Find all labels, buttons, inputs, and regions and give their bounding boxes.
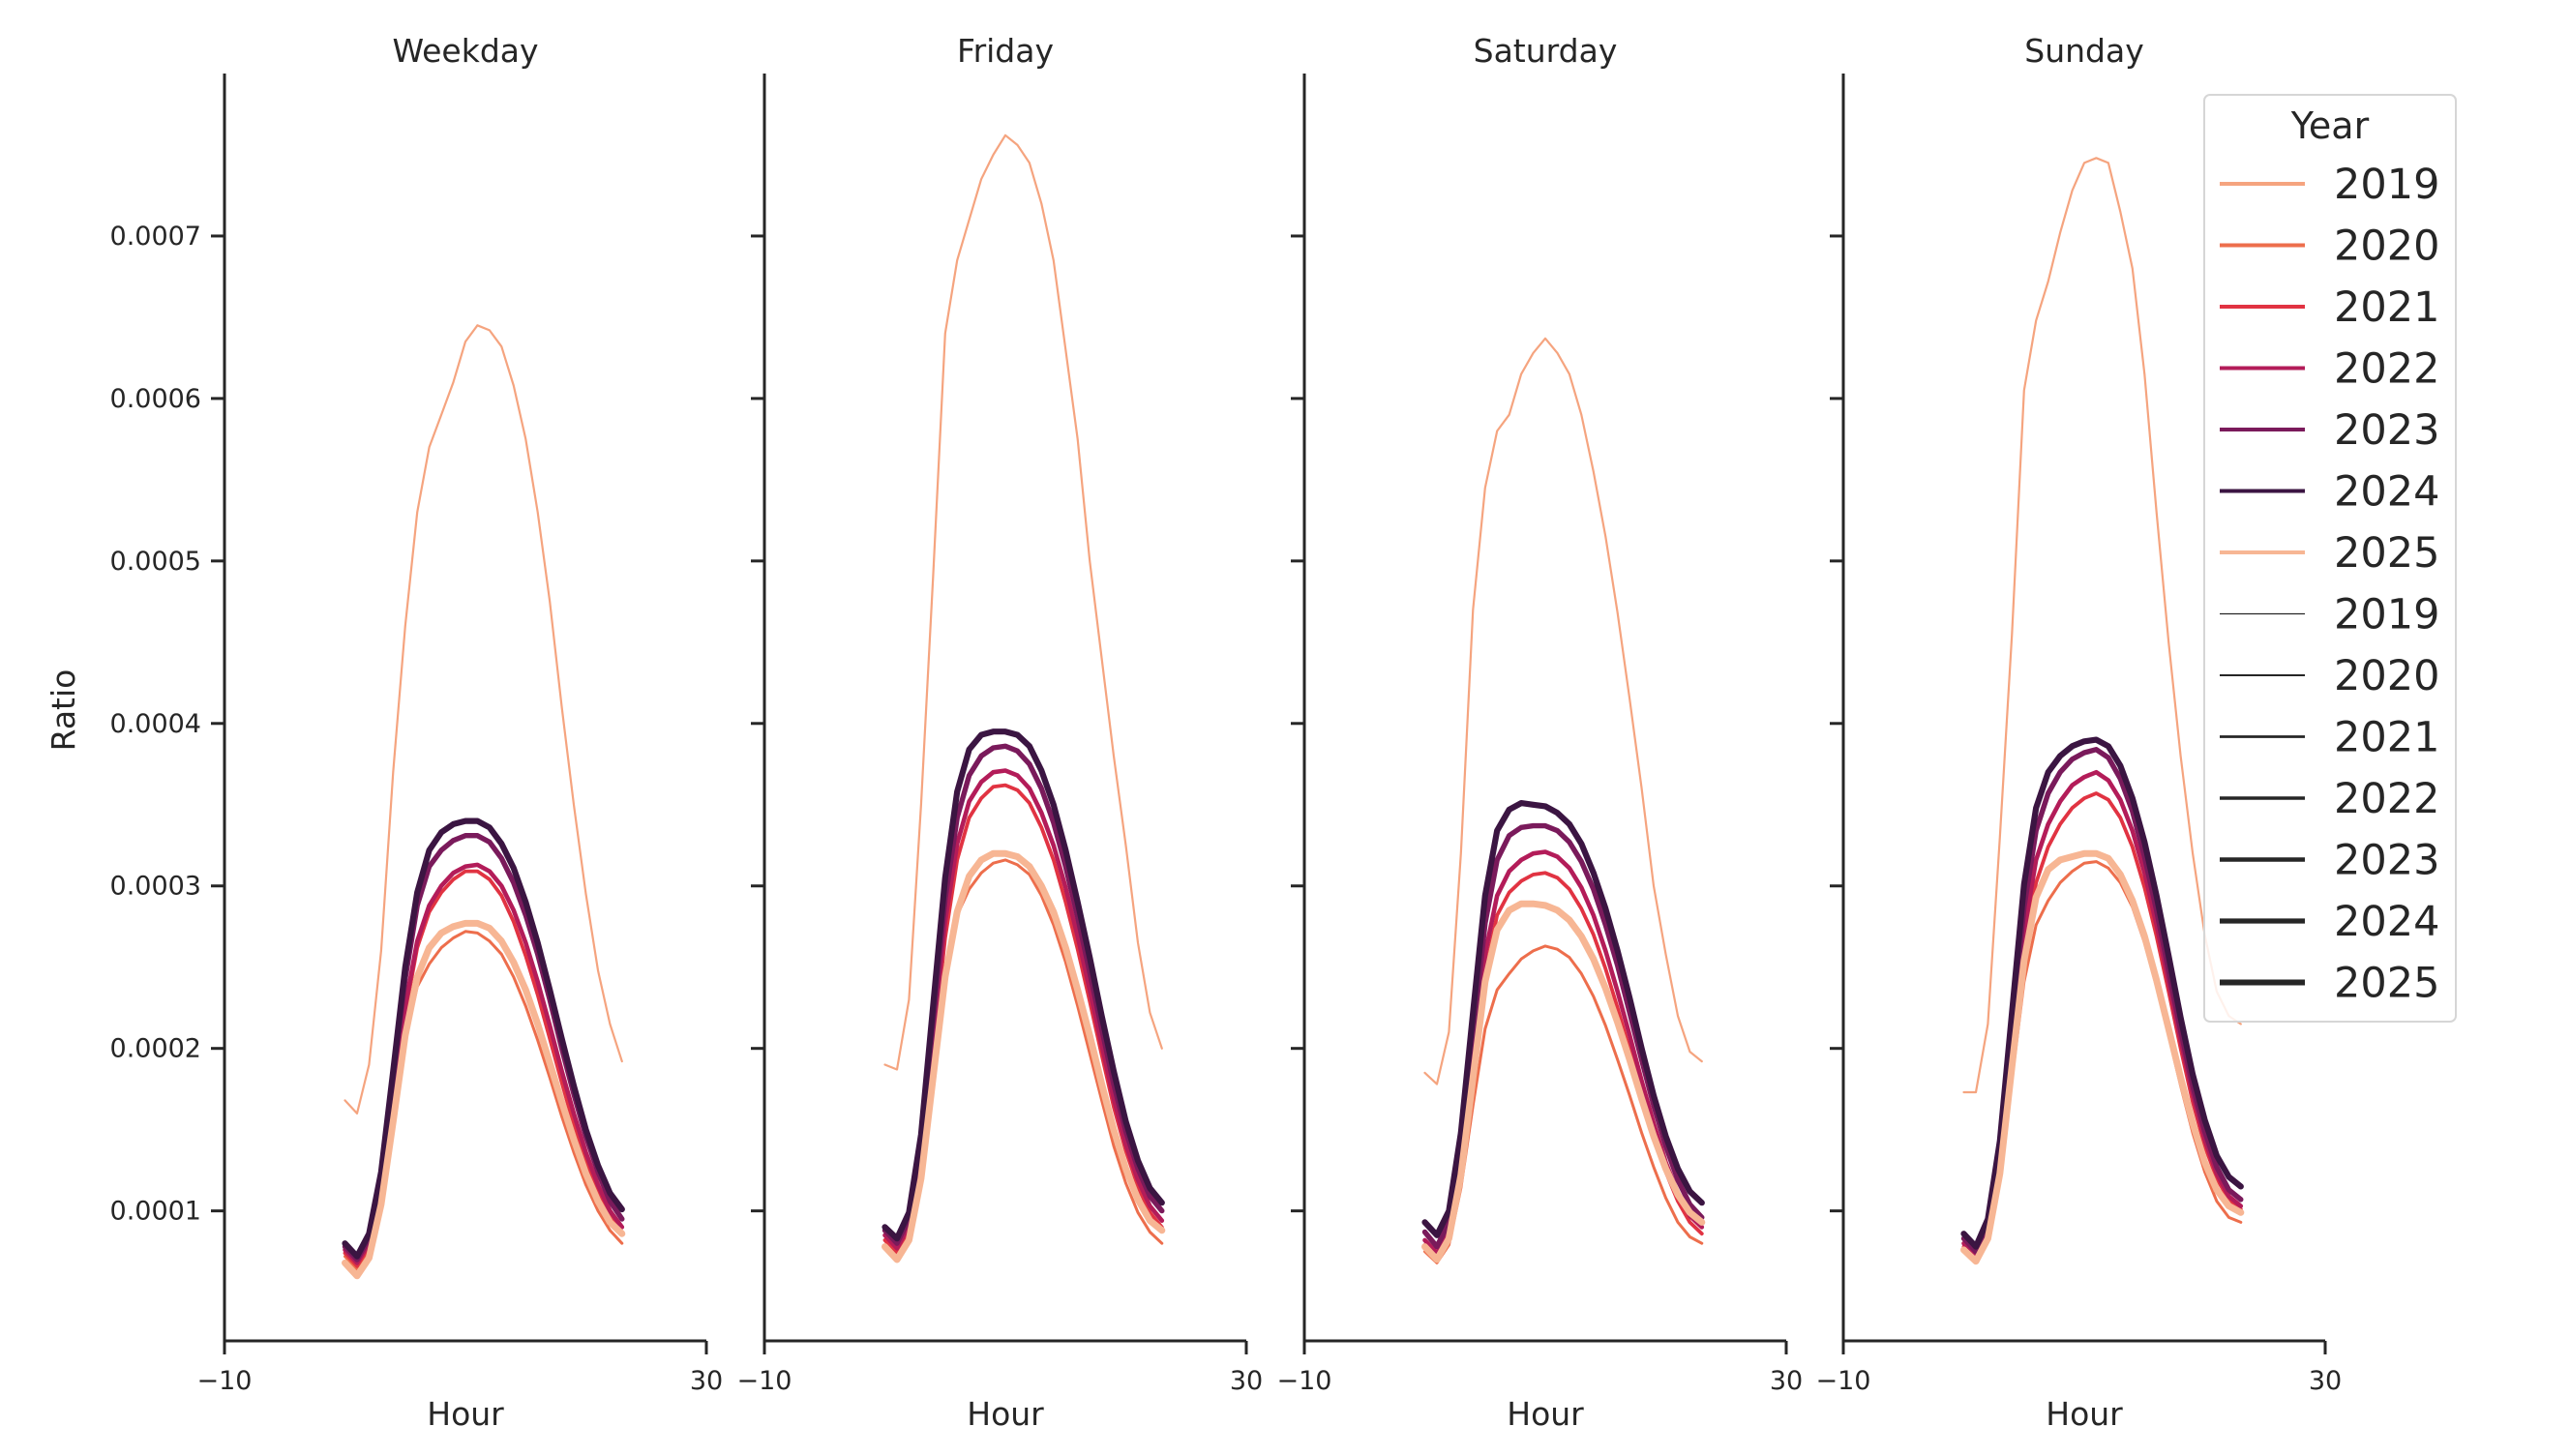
y-tick-label: 0.0006 — [110, 384, 201, 414]
series-line-2024 — [1421, 799, 1705, 1238]
legend-title: Year — [2290, 104, 2370, 147]
x-tick-label: −10 — [1277, 1366, 1332, 1396]
legend-label: 2023 — [2334, 837, 2439, 885]
panel-title: Weekday — [392, 32, 538, 70]
x-axis-label: Hour — [427, 1395, 504, 1433]
legend-frame — [2203, 94, 2457, 1023]
x-tick-label: 30 — [1770, 1366, 1803, 1396]
series-line-2025 — [882, 849, 1166, 1263]
series-line-2025 — [1960, 849, 2245, 1265]
series-line-2024 — [1960, 736, 2244, 1250]
y-tick-label: 0.0003 — [110, 872, 201, 902]
x-tick-label: 30 — [2309, 1366, 2342, 1396]
y-tick-label: 0.0004 — [110, 709, 201, 739]
legend-label: 2025 — [2334, 529, 2439, 578]
legend-label: 2025 — [2334, 960, 2439, 1008]
legend-label: 2020 — [2334, 223, 2439, 271]
legend-label: 2019 — [2334, 161, 2439, 209]
legend-label: 2022 — [2334, 345, 2439, 394]
legend-label: 2021 — [2334, 714, 2439, 762]
panel-title: Sunday — [2024, 32, 2143, 70]
series-line-2019 — [1423, 337, 1703, 1085]
panel-weekday: Weekday 0.0001 0.0002 0.0003 0.0004 0.0005 0.0… — [110, 32, 724, 1433]
panel-title: Saturday — [1474, 32, 1618, 70]
panel-title: Friday — [957, 32, 1054, 70]
y-tick-label: 0.0007 — [110, 222, 201, 252]
x-tick-label: −10 — [1816, 1366, 1871, 1396]
series-line-2019 — [1962, 157, 2242, 1094]
series-line-2019 — [344, 324, 623, 1115]
y-tick-label: 0.0001 — [110, 1197, 201, 1227]
series-line-2019 — [883, 134, 1163, 1071]
legend: Year 2019 2020 2021 2022 2023 2024 2025 2019 2020… — [2203, 94, 2457, 1023]
y-axis-label: Ratio — [45, 669, 82, 752]
legend-label: 2023 — [2334, 406, 2439, 455]
x-tick-label: −10 — [197, 1366, 253, 1396]
x-tick-label: 30 — [690, 1366, 723, 1396]
legend-label: 2024 — [2334, 898, 2439, 946]
legend-label: 2020 — [2334, 652, 2439, 700]
series-line-2024 — [342, 817, 625, 1260]
panel-sunday: Sunday −10 30 Hour — [1816, 32, 2343, 1433]
legend-label: 2022 — [2334, 775, 2439, 823]
panels-group: Weekday 0.0001 0.0002 0.0003 0.0004 0.0005 0.0… — [110, 32, 2343, 1433]
x-tick-label: 30 — [1230, 1366, 1263, 1396]
panel-saturday: Saturday −10 30 Hour — [1277, 32, 1804, 1433]
y-tick-label: 0.0005 — [110, 547, 201, 577]
x-axis-label: Hour — [967, 1395, 1044, 1433]
y-tick-label: 0.0002 — [110, 1034, 201, 1064]
legend-label: 2021 — [2334, 283, 2439, 332]
series-line-2025 — [342, 919, 626, 1280]
series-line-2025 — [1421, 900, 1706, 1263]
panel-friday: Friday −10 30 Hour — [737, 32, 1264, 1433]
x-axis-label: Hour — [1507, 1395, 1584, 1433]
legend-label: 2024 — [2334, 468, 2439, 517]
x-axis-label: Hour — [2046, 1395, 2123, 1433]
x-tick-label: −10 — [737, 1366, 792, 1396]
series-line-2024 — [882, 728, 1165, 1242]
legend-label: 2019 — [2334, 591, 2439, 639]
